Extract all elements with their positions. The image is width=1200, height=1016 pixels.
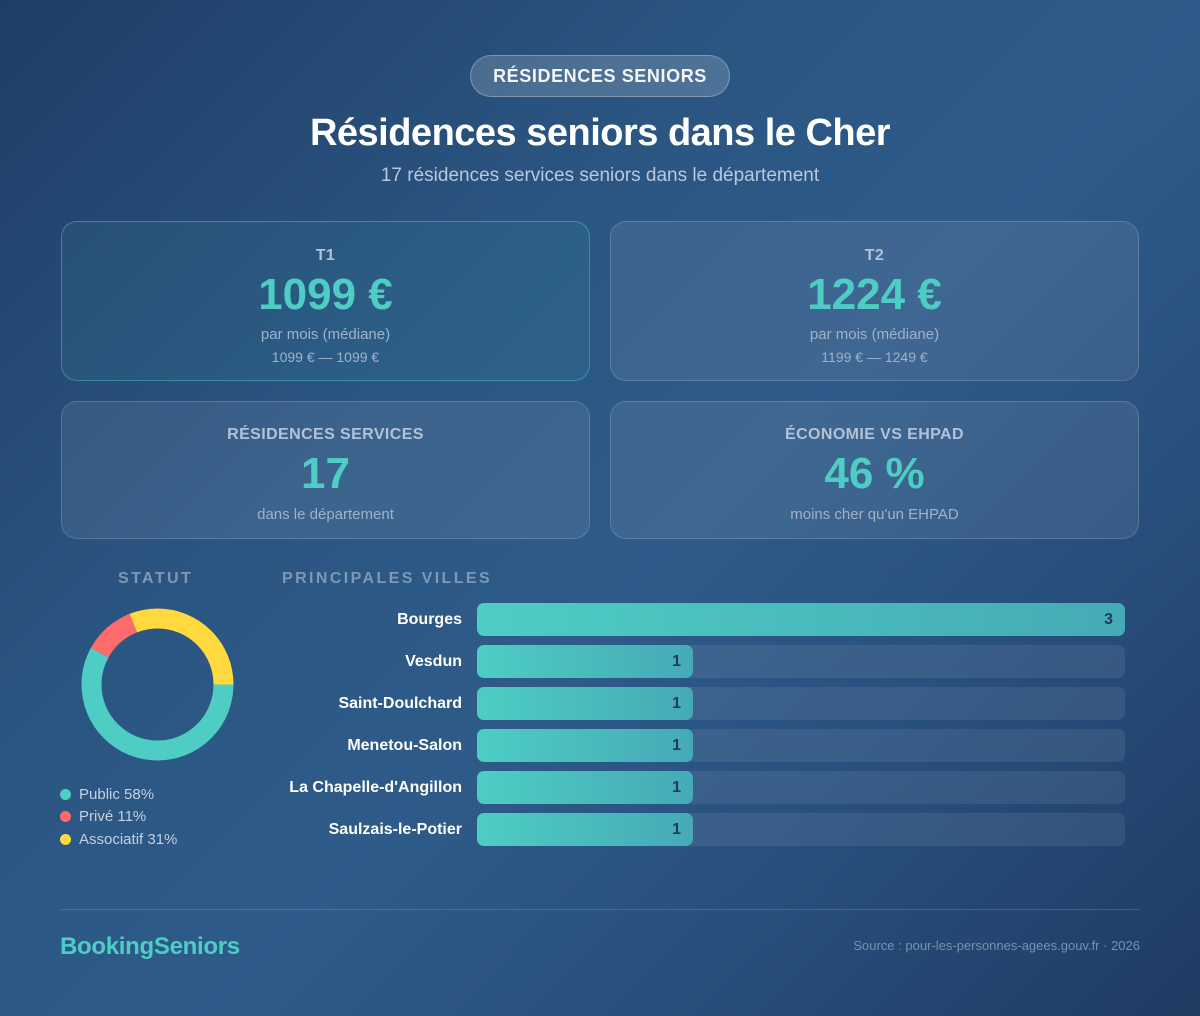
bar-label: Vesdun bbox=[405, 652, 462, 670]
bar-track: 1 bbox=[477, 687, 1125, 720]
bar-track: 3 bbox=[477, 603, 1125, 636]
bar-label: Saint-Doulchard bbox=[338, 694, 462, 712]
card-sub: par mois (médiane) bbox=[260, 326, 391, 343]
villes-bar-chart: Bourges 3 Vesdun 1 Saint-Doulchard 1 Men… bbox=[280, 603, 1140, 855]
legend-label: Associatif 31% bbox=[79, 830, 178, 848]
legend-dot-icon bbox=[60, 788, 71, 800]
source-credit: Source : pour-les-personnes-agees.gouv.f… bbox=[853, 938, 1140, 953]
card-t1-price: T1 1099 € par mois (médiane) 1099 € — 10… bbox=[61, 221, 590, 381]
bar-fill: 1 bbox=[477, 687, 693, 720]
card-label: ÉCONOMIE VS EHPAD bbox=[785, 426, 964, 443]
bar-row: Bourges 3 bbox=[280, 603, 1140, 636]
bar-row: Vesdun 1 bbox=[280, 645, 1140, 678]
statut-title: STATUT bbox=[118, 570, 194, 587]
bar-fill: 3 bbox=[477, 603, 1125, 636]
card-sub: par mois (médiane) bbox=[809, 326, 940, 343]
bar-track: 1 bbox=[477, 645, 1125, 678]
card-value: 1224 € bbox=[807, 270, 942, 319]
card-sub: moins cher qu'un EHPAD bbox=[790, 506, 959, 523]
card-label: T1 bbox=[315, 247, 336, 264]
legend-label: Privé 11% bbox=[79, 808, 147, 826]
header-badge: RÉSIDENCES SENIORS bbox=[470, 55, 730, 97]
legend-item-prive: Privé 11% bbox=[60, 806, 177, 829]
bar-track: 1 bbox=[477, 729, 1125, 762]
bar-fill: 1 bbox=[477, 813, 693, 846]
bar-label: La Chapelle-d'Angillon bbox=[289, 778, 462, 796]
bar-fill: 1 bbox=[477, 729, 693, 762]
bar-row: Saulzais-le-Potier 1 bbox=[280, 813, 1140, 846]
card-value: 46 % bbox=[824, 449, 925, 498]
card-label: RÉSIDENCES SERVICES bbox=[227, 426, 424, 443]
bar-track: 1 bbox=[477, 813, 1125, 846]
card-sub: dans le département bbox=[257, 506, 394, 523]
legend-item-associatif: Associatif 31% bbox=[60, 828, 177, 851]
bar-row: Menetou-Salon 1 bbox=[280, 729, 1140, 762]
bar-row: La Chapelle-d'Angillon 1 bbox=[280, 771, 1140, 804]
bar-label: Saulzais-le-Potier bbox=[328, 820, 462, 838]
bar-track: 1 bbox=[477, 771, 1125, 804]
legend-dot-icon bbox=[60, 833, 71, 845]
page-subtitle: 17 résidences services seniors dans le d… bbox=[380, 165, 820, 186]
bar-row: Saint-Doulchard 1 bbox=[280, 687, 1140, 720]
page-title: Résidences seniors dans le Cher bbox=[309, 112, 891, 154]
card-t2-price: T2 1224 € par mois (médiane) 1199 € — 12… bbox=[610, 221, 1139, 381]
brand-logo: BookingSeniors bbox=[60, 933, 240, 960]
legend-item-public: Public 58% bbox=[60, 783, 177, 806]
bar-fill: 1 bbox=[477, 645, 693, 678]
legend-label: Public 58% bbox=[79, 785, 155, 803]
card-ehpad-savings: ÉCONOMIE VS EHPAD 46 % moins cher qu'un … bbox=[610, 401, 1139, 539]
bar-label: Bourges bbox=[397, 610, 462, 628]
legend-dot-icon bbox=[60, 811, 71, 823]
villes-title: PRINCIPALES VILLES bbox=[282, 570, 493, 587]
card-range: 1099 € — 1099 € bbox=[271, 349, 380, 365]
card-residences-count: RÉSIDENCES SERVICES 17 dans le départeme… bbox=[61, 401, 590, 539]
bar-label: Menetou-Salon bbox=[347, 736, 462, 754]
statut-donut-chart bbox=[81, 608, 234, 761]
card-value: 1099 € bbox=[258, 270, 393, 319]
footer-divider bbox=[60, 909, 1140, 910]
statut-legend: Public 58% Privé 11% Associatif 31% bbox=[60, 783, 177, 851]
donut-segment-associatif bbox=[81, 608, 234, 761]
bar-fill: 1 bbox=[477, 771, 693, 804]
card-value: 17 bbox=[301, 449, 350, 498]
card-range: 1199 € — 1249 € bbox=[821, 349, 928, 365]
card-label: T2 bbox=[864, 247, 885, 264]
